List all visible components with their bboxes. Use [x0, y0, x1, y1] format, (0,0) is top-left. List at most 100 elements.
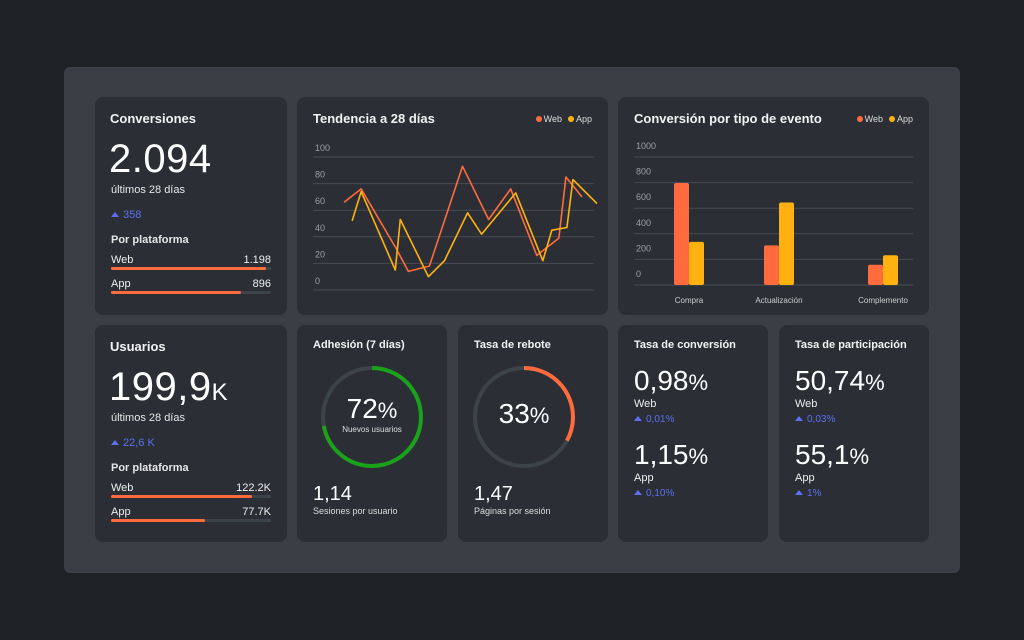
percent-sign: % — [529, 403, 550, 428]
platform-web-bar — [111, 495, 271, 498]
app-delta: 0,10% — [634, 488, 674, 499]
period-label: últimos 28 días — [111, 184, 185, 196]
delta-value: 0,03% — [807, 414, 836, 425]
bar-fill — [111, 291, 241, 294]
y-tick-label: 800 — [636, 167, 651, 177]
legend-app-dot — [888, 116, 895, 122]
x-tick-label: Complemento — [858, 296, 908, 305]
delta-value: 0,01% — [646, 414, 675, 425]
donut-caption: Nuevos usuarios — [342, 425, 402, 434]
y-tick-label: 0 — [636, 269, 641, 279]
bar-web — [764, 245, 779, 285]
rate-number: 1,15 — [634, 439, 689, 470]
tendencia-card: Tendencia a 28 días Web App 100 80 60 40 20 0 — [297, 97, 608, 315]
platform-web-value: 122.2K — [236, 482, 271, 494]
rate-number: 0,98 — [634, 365, 689, 396]
web-delta: 0,01% — [634, 414, 674, 425]
period-label: últimos 28 días — [111, 412, 185, 424]
app-rate: 55,1% — [795, 439, 869, 471]
y-tick-label: 40 — [315, 223, 325, 233]
platform-app-label: App — [111, 278, 131, 290]
y-tick-label: 400 — [636, 218, 651, 228]
legend-app-label: App — [896, 114, 913, 124]
legend-web-label: Web — [864, 114, 883, 124]
rate-number: 50,74 — [795, 365, 866, 396]
stat-value: 1,47 — [474, 483, 513, 505]
delta-value: 358 — [123, 209, 142, 221]
y-tick-label: 600 — [636, 192, 651, 202]
x-tick-label: Actualización — [755, 296, 802, 305]
percent-number: 72 — [346, 393, 378, 424]
legend-web-label: Web — [543, 114, 562, 124]
web-rate: 0,98% — [634, 365, 708, 397]
web-delta: 0,03% — [795, 414, 835, 425]
card-title: Tasa de participación — [795, 339, 907, 351]
platform-app-label: App — [111, 506, 131, 518]
card-title: Conversiones — [110, 111, 196, 126]
legend-app-dot — [567, 116, 574, 122]
adhesion-card: Adhesión (7 días) 72% Nuevos usuarios 1,… — [297, 325, 447, 542]
delta-badge: 358 — [111, 209, 141, 221]
stat-value: 1,14 — [313, 483, 352, 505]
line-chart: 100 80 60 40 20 0 — [313, 143, 598, 291]
y-tick-label: 60 — [315, 196, 325, 206]
delta-value: 0,10% — [646, 488, 675, 499]
triangle-up-icon — [795, 490, 803, 495]
conversiones-card: Conversiones 2.094 últimos 28 días 358 P… — [95, 97, 287, 315]
bar-chart: 1000 800 600 400 200 0 Compra Actualización Comp… — [634, 141, 913, 305]
bar-app — [883, 255, 898, 285]
triangle-up-icon — [111, 440, 119, 445]
triangle-up-icon — [111, 212, 119, 217]
stat-label: Sesiones por usuario — [313, 506, 398, 516]
card-title: Tasa de conversión — [634, 339, 736, 351]
triangle-up-icon — [795, 416, 803, 421]
percent-sign: % — [865, 370, 885, 395]
y-tick-label: 200 — [636, 243, 651, 253]
delta-badge: 22,6 K — [111, 437, 155, 449]
chart-legend: Web App — [851, 114, 913, 124]
percent-number: 33 — [498, 398, 530, 429]
platform-title: Por plataforma — [111, 462, 189, 474]
y-tick-label: 20 — [315, 249, 325, 259]
percent-sign: % — [688, 370, 709, 395]
chart-title: Tendencia a 28 días — [313, 111, 435, 126]
usuarios-value: 199,9K — [109, 365, 228, 410]
bar-app — [689, 241, 704, 285]
platform-app-value: 896 — [252, 278, 271, 290]
bar-fill — [111, 267, 267, 270]
usuarios-unit: K — [211, 379, 229, 406]
platform-web-bar — [111, 267, 271, 270]
conversiones-value: 2.094 — [109, 137, 212, 181]
triangle-up-icon — [634, 416, 642, 421]
adhesion-percent: 72% — [297, 393, 447, 425]
usuarios-card: Usuarios 199,9K últimos 28 días 22,6 K P… — [95, 325, 287, 542]
series-line-app — [351, 178, 598, 278]
legend-app-label: App — [575, 114, 592, 124]
platform-app-value: 77.7K — [242, 506, 271, 518]
usuarios-number: 199,9 — [109, 365, 212, 409]
platform-title: Por plataforma — [111, 234, 189, 246]
series-line-web — [343, 165, 583, 273]
chart-title: Conversión por tipo de evento — [634, 111, 822, 126]
rebote-card: Tasa de rebote 33% 1,47 Páginas por sesi… — [458, 325, 608, 542]
platform-app-bar — [111, 291, 271, 294]
conversion-evento-card: Conversión por tipo de evento Web App 100… — [618, 97, 929, 315]
legend-web-dot — [856, 116, 863, 122]
web-rate: 50,74% — [795, 365, 885, 397]
donut-progress — [473, 366, 575, 468]
y-tick-label: 0 — [315, 276, 320, 286]
card-title: Usuarios — [110, 339, 166, 354]
platform-web-value: 1.198 — [243, 254, 271, 266]
tasa-participacion-card: Tasa de participación 50,74% Web 0,03% 5… — [779, 325, 929, 542]
app-label: App — [634, 472, 654, 484]
percent-sign: % — [849, 444, 870, 469]
stat-label: Páginas por sesión — [474, 506, 551, 516]
platform-app-bar — [111, 519, 271, 522]
donut-progress — [321, 366, 423, 468]
chart-legend: Web App — [530, 114, 592, 124]
web-label: Web — [634, 398, 657, 410]
bar-web — [674, 182, 689, 285]
card-title: Tasa de rebote — [474, 339, 551, 351]
y-tick-label: 100 — [315, 143, 330, 153]
y-tick-label: 1000 — [636, 141, 656, 151]
